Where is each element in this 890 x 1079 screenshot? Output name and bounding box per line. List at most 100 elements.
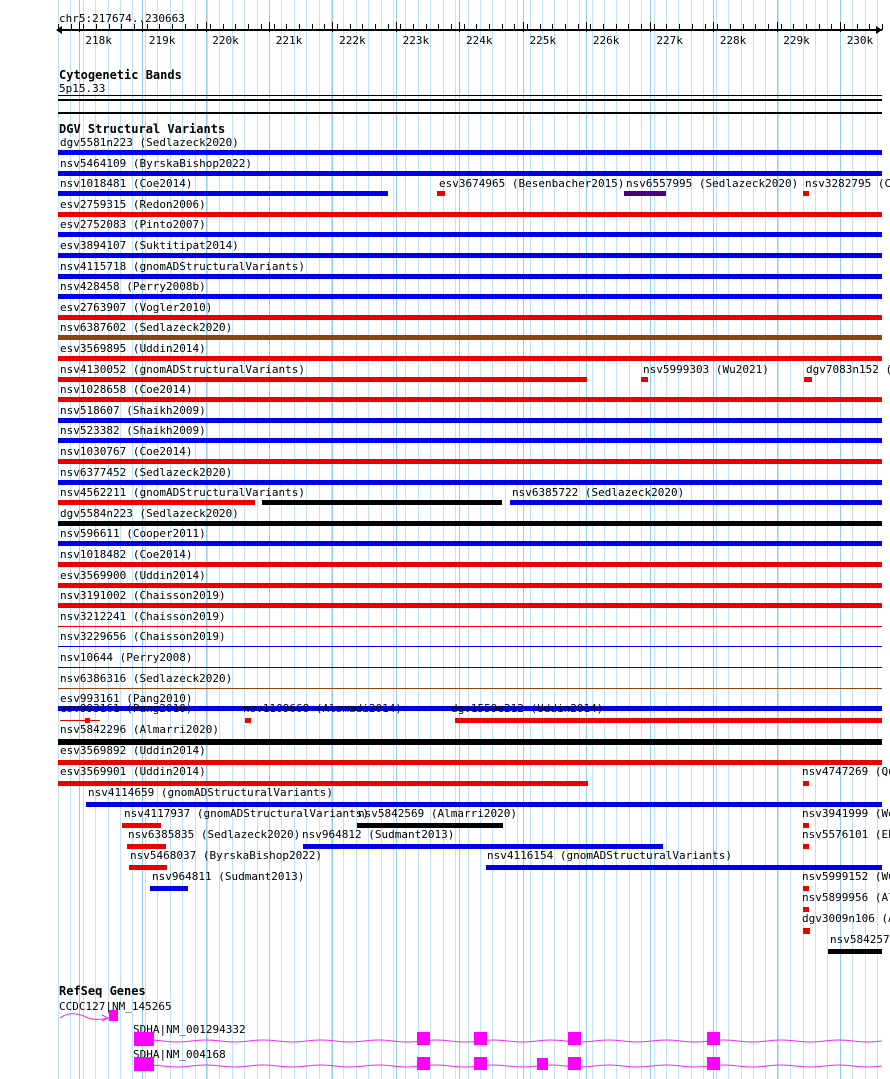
variant-bar[interactable] [58, 377, 587, 382]
variant-label[interactable]: nsv523382 (Shaikh2009) [60, 424, 206, 437]
variant-bar[interactable] [803, 928, 810, 934]
variant-label[interactable]: nsv5999303 (Wu2021) [643, 363, 769, 376]
variant-label[interactable]: nsv6377452 (Sedlazeck2020) [60, 466, 233, 479]
variant-bar[interactable] [624, 191, 666, 196]
variant-bar[interactable] [58, 232, 882, 237]
variant-label[interactable]: nsv4116154 (gnomADStructuralVariants) [487, 849, 733, 862]
variant-bar[interactable] [803, 886, 809, 891]
variant-label[interactable]: dgv3009n106 (Abel2020) [802, 912, 890, 925]
variant-bar[interactable] [303, 844, 663, 849]
variant-bar[interactable] [58, 480, 882, 485]
gene-label[interactable]: CCDC127|NM_145265 [59, 1000, 172, 1013]
variant-label[interactable]: dgv7083n152 (Coe2014) [806, 363, 890, 376]
variant-bar[interactable] [58, 760, 882, 765]
variant-bar[interactable] [486, 865, 882, 870]
variant-bar[interactable] [58, 781, 588, 786]
variant-label[interactable]: nsv4117937 (gnomADStructuralVariants) [124, 807, 370, 820]
variant-bar[interactable] [803, 191, 809, 196]
variant-label[interactable]: nsv3212241 (Chaisson2019) [60, 610, 226, 623]
variant-bar[interactable] [437, 191, 445, 196]
variant-label[interactable]: nsv584257 [830, 933, 890, 946]
variant-bar[interactable] [262, 500, 502, 505]
variant-label[interactable]: esv2752083 (Pinto2007) [60, 218, 206, 231]
variant-label[interactable]: nsv6385722 (Sedlazeck2020) [512, 486, 685, 499]
variant-label[interactable]: esv3569895 (Uddin2014) [60, 342, 206, 355]
gene-exon[interactable] [568, 1032, 581, 1045]
variant-bar[interactable] [803, 781, 809, 786]
variant-bar[interactable] [58, 459, 882, 464]
variant-label[interactable]: nsv6387602 (Sedlazeck2020) [60, 321, 233, 334]
gene-label[interactable]: SDHA|NM_001294332 [133, 1023, 246, 1036]
variant-bar[interactable] [58, 150, 882, 155]
variant-label[interactable]: nsv3229656 (Chaisson2019) [60, 630, 226, 643]
variant-bar[interactable] [127, 844, 166, 849]
variant-label[interactable]: nsv964812 (Sudmant2013) [302, 828, 455, 841]
variant-label[interactable]: nsv3941999 (Werling2018) [802, 807, 890, 820]
cytoband-band-label[interactable]: 5p15.33 [59, 82, 106, 95]
variant-bar[interactable] [803, 907, 809, 912]
variant-bar[interactable] [58, 418, 882, 423]
variant-bar[interactable] [86, 802, 882, 807]
variant-label[interactable]: nsv5999152 (Wu2021) [802, 870, 890, 883]
variant-bar[interactable] [510, 500, 882, 505]
variant-bar[interactable] [58, 294, 882, 299]
variant-label[interactable]: nsv428458 (Perry2008b) [60, 280, 206, 293]
variant-label[interactable]: nsv4747269 (Quinlan2010) [802, 765, 890, 778]
variant-bar[interactable] [129, 865, 167, 870]
gene-label[interactable]: SDHA|NM_004168 [133, 1048, 226, 1061]
variant-bar[interactable] [455, 718, 882, 723]
variant-bar[interactable] [58, 191, 388, 196]
variant-bar[interactable] [58, 356, 882, 361]
variant-label[interactable]: nsv5899956 (Almarri2020) [802, 891, 890, 904]
variant-bar[interactable] [58, 438, 882, 443]
variant-bar[interactable] [58, 739, 882, 745]
variant-bar[interactable] [58, 253, 882, 258]
variant-bar[interactable] [641, 377, 648, 382]
variant-label[interactable]: nsv5842569 (Almarri2020) [358, 807, 517, 820]
gene-exon[interactable] [417, 1057, 430, 1070]
variant-bar[interactable] [245, 718, 251, 723]
variant-bar[interactable] [58, 315, 882, 320]
variant-label[interactable]: nsv3191002 (Chaisson2019) [60, 589, 226, 602]
variant-bar[interactable] [58, 603, 882, 608]
variant-label[interactable]: esv3569892 (Uddin2014) [60, 744, 206, 757]
variant-label[interactable]: nsv5468037 (ByrskaBishop2022) [130, 849, 323, 862]
variant-label[interactable]: dgv1559e212 (Uddin2014) [451, 702, 604, 715]
variant-label[interactable]: nsv4115718 (gnomADStructuralVariants) [60, 260, 306, 273]
variant-bar[interactable] [58, 541, 882, 546]
variant-label[interactable]: nsv1018481 (Coe2014) [60, 177, 193, 190]
variant-bar[interactable] [58, 646, 882, 647]
variant-bar[interactable] [58, 583, 882, 588]
variant-label[interactable]: dgv5581n223 (Sedlazeck2020) [60, 136, 239, 149]
variant-label[interactable]: nsv1018482 (Coe2014) [60, 548, 193, 561]
gene-exon[interactable] [417, 1032, 430, 1045]
variant-bar[interactable] [58, 521, 882, 526]
variant-label[interactable]: nsv6386316 (Sedlazeck2020) [60, 672, 233, 685]
variant-label[interactable]: nsv4130052 (gnomADStructuralVariants) [60, 363, 306, 376]
variant-label[interactable]: esv3894107 (Suktitipat2014) [60, 239, 239, 252]
variant-bar[interactable] [58, 688, 882, 689]
variant-bar[interactable] [58, 171, 882, 176]
variant-bar[interactable] [58, 706, 882, 711]
variant-label[interactable]: nsv3282795 (Chaisson2019) [805, 177, 890, 190]
variant-label[interactable]: nsv10644 (Perry2008) [60, 651, 193, 664]
variant-bar[interactable] [58, 500, 255, 505]
gene-exon[interactable] [568, 1057, 581, 1070]
variant-bar[interactable] [804, 377, 812, 382]
variant-bar[interactable] [150, 886, 188, 891]
variant-label[interactable]: esv2763907 (Vogler2010) [60, 301, 213, 314]
variant-bar[interactable] [60, 720, 100, 721]
variant-bar[interactable] [58, 212, 882, 217]
variant-label[interactable]: esv993161 (Pang2010) [60, 702, 193, 715]
variant-label[interactable]: nsv596611 (Cooper2011) [60, 527, 206, 540]
variant-label[interactable]: nsv1109668 (Alsmadi2014) [243, 702, 402, 715]
variant-bar[interactable] [803, 844, 809, 849]
variant-bar[interactable] [58, 626, 882, 627]
variant-label[interactable]: esv3569900 (Uddin2014) [60, 569, 206, 582]
variant-label[interactable]: esv3674965 (Besenbacher2015) [439, 177, 625, 190]
variant-label[interactable]: nsv1030767 (Coe2014) [60, 445, 193, 458]
gene-exon[interactable] [537, 1058, 548, 1070]
variant-label[interactable]: nsv6385835 (Sedlazeck2020) [128, 828, 301, 841]
variant-label[interactable]: nsv6557995 (Sedlazeck2020) [626, 177, 799, 190]
variant-bar[interactable] [122, 823, 161, 828]
